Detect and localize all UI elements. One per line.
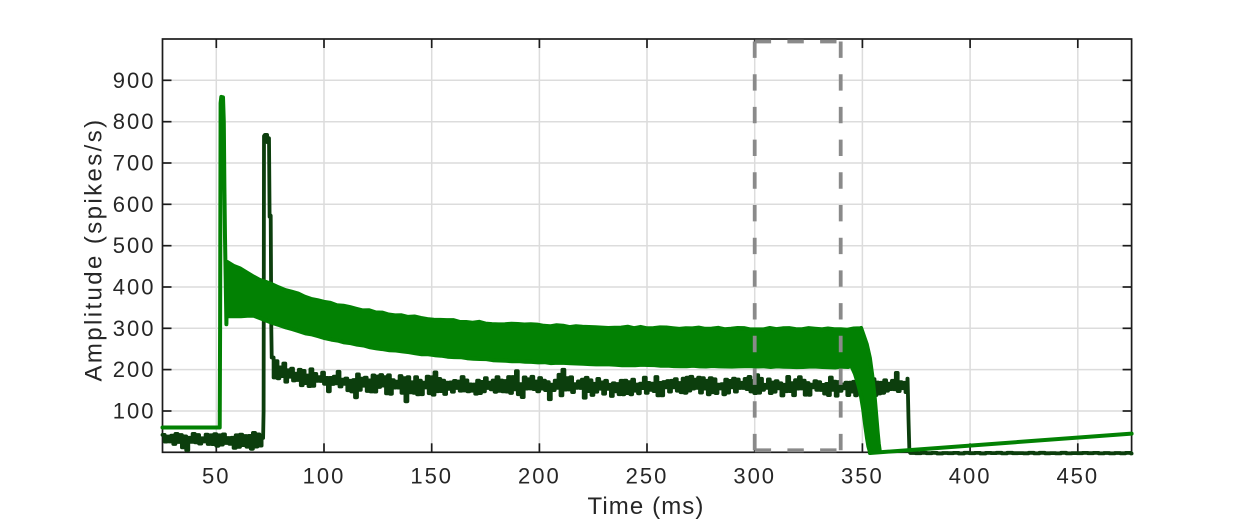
svg-text:900: 900 xyxy=(113,68,156,93)
svg-text:700: 700 xyxy=(113,151,156,176)
svg-text:Amplitude (spikes/s): Amplitude (spikes/s) xyxy=(81,117,108,381)
svg-text:Time (ms): Time (ms) xyxy=(588,493,705,520)
svg-text:100: 100 xyxy=(303,464,346,489)
svg-text:150: 150 xyxy=(410,464,453,489)
svg-text:500: 500 xyxy=(113,233,156,258)
svg-text:200: 200 xyxy=(113,357,156,382)
svg-text:600: 600 xyxy=(113,192,156,217)
svg-text:300: 300 xyxy=(733,464,776,489)
svg-text:250: 250 xyxy=(626,464,669,489)
svg-text:450: 450 xyxy=(1056,464,1099,489)
svg-text:100: 100 xyxy=(113,399,156,424)
svg-text:200: 200 xyxy=(518,464,561,489)
svg-text:800: 800 xyxy=(113,109,156,134)
svg-text:400: 400 xyxy=(113,275,156,300)
svg-text:400: 400 xyxy=(949,464,992,489)
svg-text:350: 350 xyxy=(841,464,884,489)
svg-text:50: 50 xyxy=(202,464,230,489)
svg-text:300: 300 xyxy=(113,316,156,341)
